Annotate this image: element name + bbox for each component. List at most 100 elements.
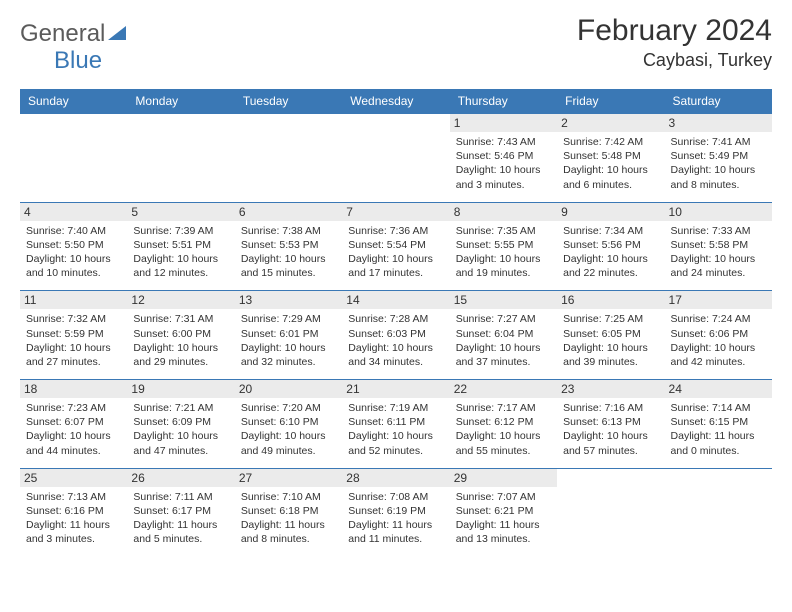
calendar-day-cell: 11 Sunrise: 7:32 AMSunset: 5:59 PMDayligh… (20, 291, 127, 380)
weekday-header-row: Sunday Monday Tuesday Wednesday Thursday… (20, 89, 772, 114)
calendar-day-cell: 12 Sunrise: 7:31 AMSunset: 6:00 PMDayligh… (127, 291, 234, 380)
calendar-day-cell: 5Sunrise: 7:39 AMSunset: 5:51 PMDaylight… (127, 202, 234, 291)
calendar-week-row: 11 Sunrise: 7:32 AMSunset: 5:59 PMDayligh… (20, 291, 772, 380)
weekday-header: Wednesday (342, 89, 449, 114)
day-number: 27 (235, 469, 342, 487)
day-info: Sunrise: 7:08 AMSunset: 6:19 PMDaylight:… (348, 490, 443, 547)
day-info: Sunrise: 7:35 AMSunset: 5:55 PMDaylight:… (456, 224, 551, 281)
calendar-day-cell: 8 Sunrise: 7:35 AMSunset: 5:55 PMDaylight… (450, 202, 557, 291)
calendar-day-cell: 10 Sunrise: 7:33 AMSunset: 5:58 PMDayligh… (665, 202, 772, 291)
calendar-day-cell: 27 Sunrise: 7:10 AMSunset: 6:18 PMDayligh… (235, 468, 342, 556)
calendar-body: 1 Sunrise: 7:43 AMSunset: 5:46 PMDaylight… (20, 114, 772, 557)
day-info: Sunrise: 7:17 AMSunset: 6:12 PMDaylight:… (456, 401, 551, 458)
day-number: 8 (450, 203, 557, 221)
calendar-day-cell: 4Sunrise: 7:40 AMSunset: 5:50 PMDaylight… (20, 202, 127, 291)
day-info: Sunrise: 7:21 AMSunset: 6:09 PMDaylight:… (133, 401, 228, 458)
day-info: Sunrise: 7:31 AMSunset: 6:00 PMDaylight:… (133, 312, 228, 369)
day-number: 20 (235, 380, 342, 398)
calendar-day-cell: 16 Sunrise: 7:25 AMSunset: 6:05 PMDayligh… (557, 291, 664, 380)
day-info: Sunrise: 7:25 AMSunset: 6:05 PMDaylight:… (563, 312, 658, 369)
calendar-day-cell: 7 Sunrise: 7:36 AMSunset: 5:54 PMDaylight… (342, 202, 449, 291)
day-number: 9 (557, 203, 664, 221)
day-number: 3 (665, 114, 772, 132)
calendar-day-cell: 20 Sunrise: 7:20 AMSunset: 6:10 PMDayligh… (235, 380, 342, 469)
day-number: 24 (665, 380, 772, 398)
calendar-week-row: 1 Sunrise: 7:43 AMSunset: 5:46 PMDaylight… (20, 114, 772, 203)
calendar-week-row: 4Sunrise: 7:40 AMSunset: 5:50 PMDaylight… (20, 202, 772, 291)
day-info: Sunrise: 7:33 AMSunset: 5:58 PMDaylight:… (671, 224, 766, 281)
day-info: Sunrise: 7:19 AMSunset: 6:11 PMDaylight:… (348, 401, 443, 458)
day-info: Sunrise: 7:27 AMSunset: 6:04 PMDaylight:… (456, 312, 551, 369)
month-title: February 2024 (577, 14, 772, 48)
day-info: Sunrise: 7:11 AMSunset: 6:17 PMDaylight:… (133, 490, 228, 547)
day-info: Sunrise: 7:14 AMSunset: 6:15 PMDaylight:… (671, 401, 766, 458)
day-number: 25 (20, 469, 127, 487)
weekday-header: Sunday (20, 89, 127, 114)
day-number: 29 (450, 469, 557, 487)
calendar-empty-cell (557, 468, 664, 556)
day-number: 19 (127, 380, 234, 398)
calendar-day-cell: 14Sunrise: 7:28 AMSunset: 6:03 PMDayligh… (342, 291, 449, 380)
calendar-day-cell: 19 Sunrise: 7:21 AMSunset: 6:09 PMDayligh… (127, 380, 234, 469)
day-number: 4 (20, 203, 127, 221)
day-number: 15 (450, 291, 557, 309)
day-info: Sunrise: 7:42 AMSunset: 5:48 PMDaylight:… (563, 135, 658, 192)
calendar-day-cell: 28 Sunrise: 7:08 AMSunset: 6:19 PMDayligh… (342, 468, 449, 556)
day-info: Sunrise: 7:24 AMSunset: 6:06 PMDaylight:… (671, 312, 766, 369)
day-number: 6 (235, 203, 342, 221)
day-info: Sunrise: 7:36 AMSunset: 5:54 PMDaylight:… (348, 224, 443, 281)
day-number: 21 (342, 380, 449, 398)
calendar-day-cell: 15 Sunrise: 7:27 AMSunset: 6:04 PMDayligh… (450, 291, 557, 380)
calendar-day-cell: 1 Sunrise: 7:43 AMSunset: 5:46 PMDaylight… (450, 114, 557, 203)
day-number: 1 (450, 114, 557, 132)
weekday-header: Thursday (450, 89, 557, 114)
day-info: Sunrise: 7:13 AMSunset: 6:16 PMDaylight:… (26, 490, 121, 547)
day-number: 11 (20, 291, 127, 309)
weekday-header: Friday (557, 89, 664, 114)
calendar-empty-cell (235, 114, 342, 203)
calendar-empty-cell (127, 114, 234, 203)
weekday-header: Tuesday (235, 89, 342, 114)
calendar-day-cell: 21 Sunrise: 7:19 AMSunset: 6:11 PMDayligh… (342, 380, 449, 469)
day-number: 7 (342, 203, 449, 221)
calendar-day-cell: 2 Sunrise: 7:42 AMSunset: 5:48 PMDaylight… (557, 114, 664, 203)
day-number: 28 (342, 469, 449, 487)
day-info: Sunrise: 7:41 AMSunset: 5:49 PMDaylight:… (671, 135, 766, 192)
day-number: 23 (557, 380, 664, 398)
calendar-page: General February 2024 Caybasi, Turkey Bl… (0, 0, 792, 612)
calendar-day-cell: 18 Sunrise: 7:23 AMSunset: 6:07 PMDayligh… (20, 380, 127, 469)
day-number: 16 (557, 291, 664, 309)
brand-logo: General (20, 14, 127, 48)
calendar-day-cell: 3 Sunrise: 7:41 AMSunset: 5:49 PMDaylight… (665, 114, 772, 203)
day-info: Sunrise: 7:16 AMSunset: 6:13 PMDaylight:… (563, 401, 658, 458)
day-info: Sunrise: 7:23 AMSunset: 6:07 PMDaylight:… (26, 401, 121, 458)
day-number: 14 (342, 291, 449, 309)
calendar-day-cell: 26 Sunrise: 7:11 AMSunset: 6:17 PMDayligh… (127, 468, 234, 556)
calendar-empty-cell (342, 114, 449, 203)
day-info: Sunrise: 7:34 AMSunset: 5:56 PMDaylight:… (563, 224, 658, 281)
brand-name-1: General (20, 20, 105, 48)
calendar-week-row: 18 Sunrise: 7:23 AMSunset: 6:07 PMDayligh… (20, 380, 772, 469)
brand-name-2: Blue (20, 47, 102, 74)
day-number: 22 (450, 380, 557, 398)
day-number: 5 (127, 203, 234, 221)
calendar-day-cell: 24 Sunrise: 7:14 AMSunset: 6:15 PMDayligh… (665, 380, 772, 469)
day-number: 18 (20, 380, 127, 398)
day-info: Sunrise: 7:32 AMSunset: 5:59 PMDaylight:… (26, 312, 121, 369)
weekday-header: Monday (127, 89, 234, 114)
calendar-day-cell: 6Sunrise: 7:38 AMSunset: 5:53 PMDaylight… (235, 202, 342, 291)
day-number: 13 (235, 291, 342, 309)
calendar-week-row: 25 Sunrise: 7:13 AMSunset: 6:16 PMDayligh… (20, 468, 772, 556)
calendar-day-cell: 29Sunrise: 7:07 AMSunset: 6:21 PMDayligh… (450, 468, 557, 556)
day-number: 2 (557, 114, 664, 132)
day-info: Sunrise: 7:20 AMSunset: 6:10 PMDaylight:… (241, 401, 336, 458)
calendar-empty-cell (665, 468, 772, 556)
calendar-grid: Sunday Monday Tuesday Wednesday Thursday… (20, 89, 772, 556)
day-info: Sunrise: 7:10 AMSunset: 6:18 PMDaylight:… (241, 490, 336, 547)
day-number: 26 (127, 469, 234, 487)
day-info: Sunrise: 7:29 AMSunset: 6:01 PMDaylight:… (241, 312, 336, 369)
day-info: Sunrise: 7:43 AMSunset: 5:46 PMDaylight:… (456, 135, 551, 192)
day-number: 10 (665, 203, 772, 221)
calendar-day-cell: 17Sunrise: 7:24 AMSunset: 6:06 PMDayligh… (665, 291, 772, 380)
day-number: 12 (127, 291, 234, 309)
